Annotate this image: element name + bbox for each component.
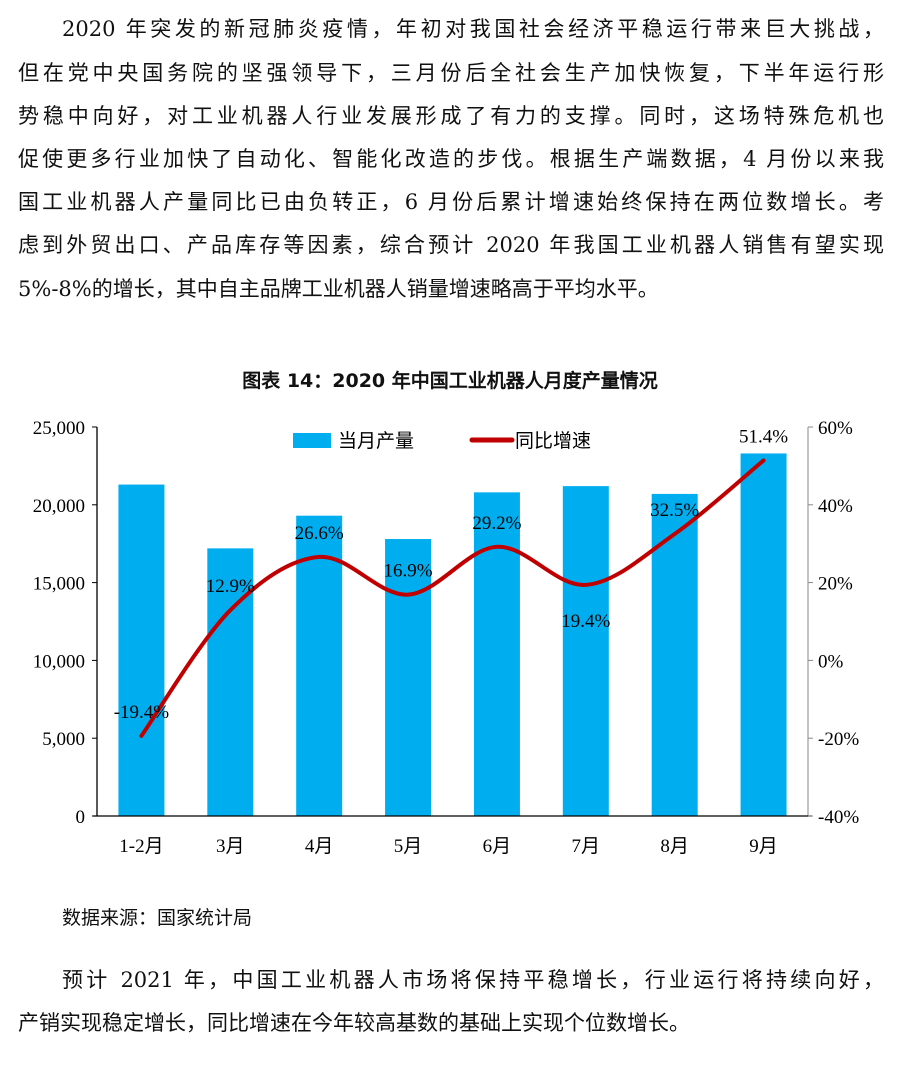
text-line: 2020 年突发的新冠肺炎疫情，年初对我国社会经济平稳运行带来巨大挑战， (62, 17, 884, 41)
text-line: 势稳中向好，对工业机器人行业发展形成了有力的支撑。同时，这场特殊危机也 (18, 104, 884, 128)
left-tick-label: 15,000 (33, 574, 85, 595)
category-label: 5月 (394, 836, 423, 857)
category-label: 8月 (660, 836, 689, 857)
text-line: 但在党中央国务院的坚强领导下，三月份后全社会生产加快恢复，下半年运行形 (18, 61, 884, 85)
right-tick-label: -20% (818, 729, 859, 750)
right-tick-label: -40% (818, 807, 859, 828)
left-tick-label: 20,000 (33, 496, 85, 517)
category-label: 6月 (483, 836, 512, 857)
data-label: 51.4% (739, 426, 788, 447)
data-label: -19.4% (114, 702, 170, 723)
chart-title: 图表 14：2020 年中国工业机器人月度产量情况 (242, 370, 658, 392)
right-tick-label: 40% (818, 496, 853, 517)
category-label: 7月 (572, 836, 601, 857)
text-line: 产销实现稳定增长，同比增速在今年较高基数的基础上实现个位数增长。 (18, 1011, 690, 1035)
bar (207, 548, 254, 816)
text-line: 促使更多行业加快了自动化、智能化改造的步伐。根据生产端数据，4 月份以来我 (18, 147, 884, 171)
bar (651, 493, 698, 816)
left-tick-label: 25,000 (33, 418, 85, 439)
right-tick-label: 0% (818, 651, 844, 672)
text-line: 虑到外贸出口、产品库存等因素，综合预计 2020 年我国工业机器人销售有望实现 (18, 233, 884, 257)
data-label: 19.4% (561, 611, 610, 632)
growth-line (139, 458, 766, 738)
legend-bar-label: 当月产量 (338, 430, 414, 452)
data-label: 26.6% (295, 523, 344, 544)
right-tick-label: 20% (818, 574, 853, 595)
category-label: 1-2月 (119, 836, 163, 857)
bar (740, 453, 787, 816)
category-label: 3月 (216, 836, 245, 857)
legend: 当月产量 同比增速 (293, 430, 591, 452)
text-line: 5%-8%的增长，其中自主品牌工业机器人销量增速略高于平均水平。 (18, 277, 659, 301)
bar (296, 515, 343, 816)
text-line: 国工业机器人产量同比已由负转正，6 月份后累计增速始终保持在两位数增长。考 (18, 190, 884, 214)
category-label: 9月 (749, 836, 778, 857)
bar (118, 484, 165, 816)
text-line: 预计 2021 年，中国工业机器人市场将保持平稳增长，行业运行将持续向好， (62, 968, 884, 992)
bar (385, 539, 432, 816)
data-label: 16.9% (384, 561, 433, 582)
bar (473, 492, 520, 816)
left-tick-label: 10,000 (33, 651, 85, 672)
left-tick-label: 5,000 (42, 729, 85, 750)
data-label: 29.2% (472, 513, 521, 534)
data-source: 数据来源：国家统计局 (62, 907, 253, 929)
legend-bar-swatch (293, 433, 331, 448)
bar (562, 486, 609, 816)
legend-line-label: 同比增速 (515, 430, 591, 452)
left-tick-label: 0 (76, 807, 86, 828)
data-label: 32.5% (650, 500, 699, 521)
right-tick-label: 60% (818, 418, 853, 439)
data-label: 12.9% (206, 576, 255, 597)
chart: 0 5,000 10,000 15,000 20,000 25,000 -40% -20% 0%… (33, 418, 860, 857)
category-label: 4月 (305, 836, 334, 857)
